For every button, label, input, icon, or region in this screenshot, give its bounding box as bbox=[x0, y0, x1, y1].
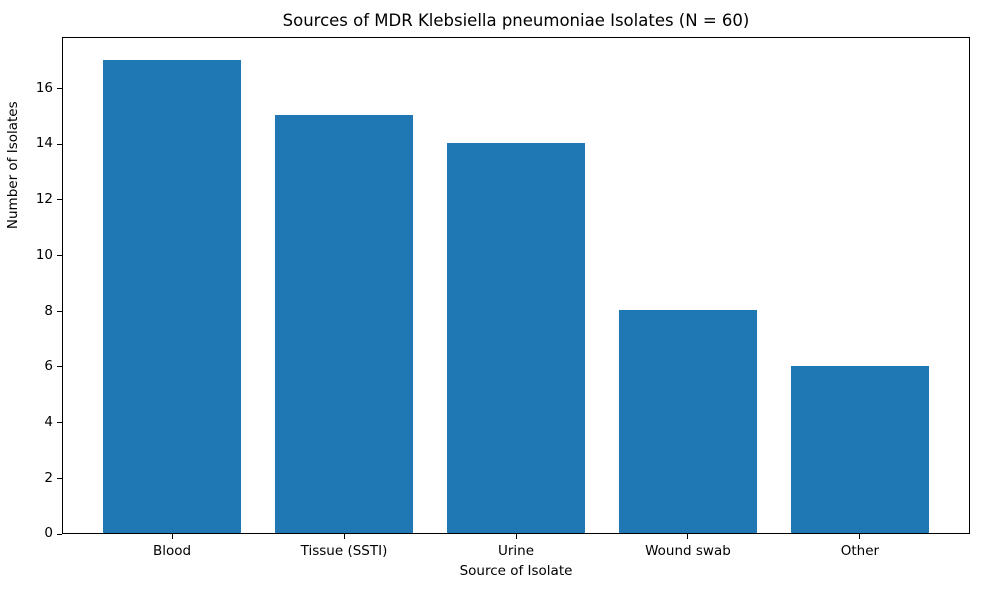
y-tick-label: 2 bbox=[44, 469, 53, 486]
bar-tissue-ssti bbox=[275, 115, 413, 533]
y-tick-mark bbox=[57, 199, 62, 201]
y-tick-label: 12 bbox=[35, 191, 53, 208]
y-tick-mark bbox=[57, 88, 62, 89]
y-axis-label: Number of Isolates bbox=[5, 101, 21, 230]
y-tick-label: 6 bbox=[44, 358, 53, 375]
bar-blood bbox=[103, 59, 241, 533]
y-tick-mark bbox=[57, 533, 62, 535]
x-tick-label-blood: Blood bbox=[152, 543, 192, 559]
bar-wound-swab bbox=[619, 310, 757, 533]
y-tick-mark bbox=[57, 477, 62, 479]
plot-area bbox=[62, 37, 970, 534]
y-tick-mark bbox=[57, 143, 62, 145]
x-tick-mark bbox=[515, 534, 517, 539]
x-tick-label-tissue-ssti: Tissue (SSTI) bbox=[300, 543, 388, 559]
y-tick-label: 10 bbox=[35, 246, 53, 263]
x-tick-mark bbox=[687, 534, 689, 539]
x-tick-label-wound-swab: Wound swab bbox=[645, 543, 731, 559]
x-tick-label-other: Other bbox=[840, 543, 880, 559]
y-tick-label: 8 bbox=[44, 302, 53, 319]
x-tick-mark bbox=[171, 534, 173, 539]
bar-urine bbox=[447, 143, 585, 533]
y-tick-mark bbox=[57, 422, 62, 424]
y-tick-label: 0 bbox=[44, 525, 53, 542]
y-tick-mark bbox=[57, 310, 62, 312]
y-tick-mark bbox=[57, 366, 62, 368]
x-tick-mark bbox=[343, 534, 345, 539]
x-tick-mark bbox=[859, 534, 861, 539]
y-tick-label: 16 bbox=[35, 79, 53, 96]
y-tick-mark bbox=[57, 255, 62, 257]
chart-title: Sources of MDR Klebsiella pneumoniae Iso… bbox=[282, 11, 750, 30]
y-tick-label: 14 bbox=[35, 135, 53, 152]
bar-other bbox=[791, 365, 929, 533]
y-tick-label: 4 bbox=[44, 413, 53, 430]
x-tick-label-urine: Urine bbox=[497, 543, 535, 559]
x-axis-label: Source of Isolate bbox=[459, 563, 573, 579]
